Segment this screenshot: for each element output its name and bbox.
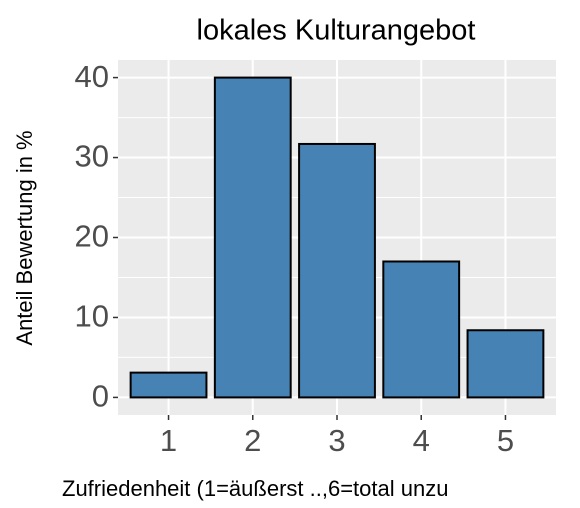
x-tick-label: 2 (244, 423, 261, 458)
x-tick-label: 4 (413, 423, 430, 458)
x-tick-label: 1 (160, 423, 177, 458)
chart-title: lokales Kulturangebot (197, 15, 476, 47)
x-tick-label: 5 (497, 423, 514, 458)
y-tick-label: 30 (75, 139, 109, 174)
x-axis-label: Zufriedenheit (1=äußerst ..,6=total unzu (62, 476, 448, 501)
x-tick-label: 3 (328, 423, 345, 458)
y-tick-label: 20 (75, 219, 109, 254)
bar (466, 329, 545, 399)
bar (213, 76, 292, 399)
y-tick-label: 0 (92, 379, 109, 414)
y-axis-label: Anteil Bewertung in % (12, 130, 37, 345)
bar (382, 260, 461, 399)
y-tick-label: 40 (75, 59, 109, 94)
bar (298, 142, 376, 399)
y-tick-label: 10 (75, 299, 109, 334)
bar (129, 371, 208, 399)
